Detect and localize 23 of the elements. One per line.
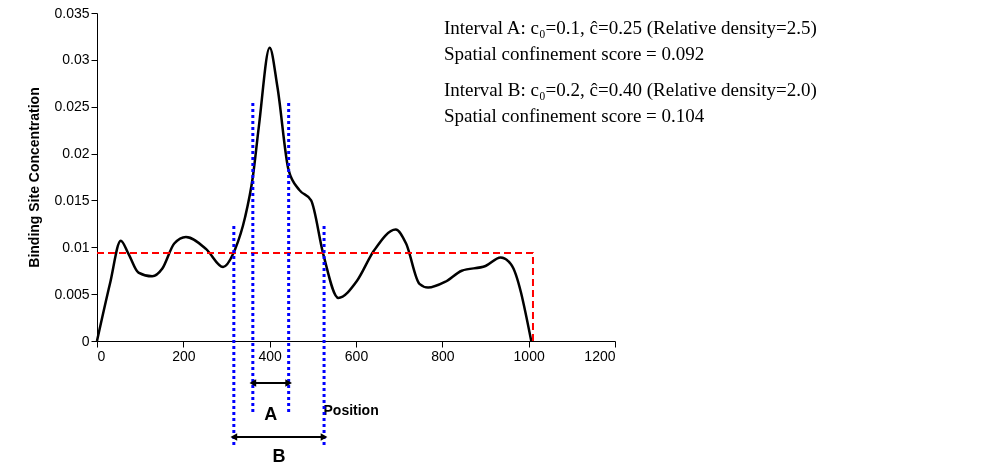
text: B (272, 446, 286, 465)
y-tick-label: 0 (81, 332, 90, 349)
x-tick-label: 400 (258, 347, 283, 364)
y-tick-label: 0.035 (54, 4, 90, 21)
x-tick-label: 1000 (513, 347, 545, 364)
y-tick-label: 0.025 (54, 98, 90, 115)
x-tick-label: 0 (97, 347, 106, 364)
x-tick-label: 1200 (584, 347, 616, 364)
x-tick-label: 200 (172, 347, 196, 364)
x-axis-title: Position (323, 401, 379, 418)
annotation: Spatial confinement score = 0.104 (444, 105, 705, 126)
y-tick-label: 0.01 (62, 238, 90, 255)
y-tick-label: 0.02 (62, 145, 90, 162)
x-tick-label: 800 (431, 347, 455, 364)
y-tick-label: 0.015 (54, 191, 90, 208)
annotation: Interval A: c₀=0.1, ĉ=0.25 (Relative density=2.5) (444, 17, 817, 39)
text: A (264, 404, 278, 424)
annotation: Spatial confinement score = 0.092 (444, 43, 705, 64)
y-tick-label: 0.03 (62, 51, 90, 68)
annotation: Interval B: c₀=0.2, ĉ=0.40 (Relative density=2.0) (444, 79, 817, 101)
y-axis-title: Binding Site Concentration (26, 87, 43, 268)
y-tick-label: 0.005 (54, 285, 90, 302)
x-tick-label: 600 (344, 347, 369, 364)
